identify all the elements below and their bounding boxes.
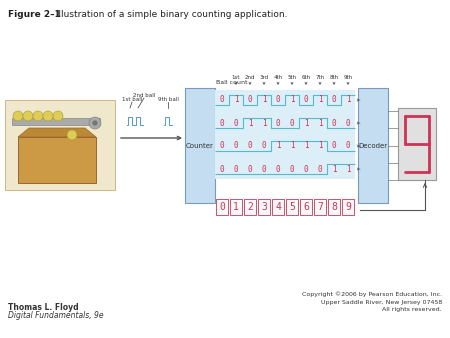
Text: 0: 0: [220, 165, 224, 173]
Text: Counter: Counter: [186, 143, 214, 148]
Text: 0: 0: [346, 119, 350, 127]
Text: Thomas L. Floyd: Thomas L. Floyd: [8, 303, 79, 312]
Text: 1: 1: [290, 142, 294, 150]
Text: 0: 0: [248, 142, 252, 150]
FancyBboxPatch shape: [244, 199, 256, 215]
Text: 9th ball: 9th ball: [158, 97, 179, 102]
FancyBboxPatch shape: [18, 137, 96, 183]
Text: 8: 8: [331, 202, 337, 212]
Text: 0: 0: [290, 165, 294, 173]
Text: 6: 6: [303, 202, 309, 212]
Text: 0: 0: [276, 96, 280, 104]
Text: Figure 2–1: Figure 2–1: [8, 10, 61, 19]
Text: 0: 0: [219, 202, 225, 212]
Circle shape: [33, 111, 43, 121]
Text: 9: 9: [345, 202, 351, 212]
Text: 1: 1: [318, 142, 322, 150]
Text: 0: 0: [262, 142, 266, 150]
Text: 5: 5: [289, 202, 295, 212]
Text: 3: 3: [261, 202, 267, 212]
Text: 1: 1: [276, 142, 280, 150]
FancyBboxPatch shape: [398, 108, 436, 180]
Text: 0: 0: [290, 119, 294, 127]
Text: 4: 4: [275, 202, 281, 212]
Text: Digital Fundamentals, 9e: Digital Fundamentals, 9e: [8, 311, 104, 320]
Text: 1: 1: [318, 119, 322, 127]
Text: 0: 0: [304, 165, 308, 173]
Text: 0: 0: [220, 96, 224, 104]
FancyBboxPatch shape: [215, 90, 355, 179]
Text: 0: 0: [276, 119, 280, 127]
Text: 8th: 8th: [329, 75, 338, 80]
FancyBboxPatch shape: [358, 88, 388, 203]
Text: 0: 0: [304, 96, 308, 104]
Text: 0: 0: [276, 165, 280, 173]
Circle shape: [23, 111, 33, 121]
Text: 1: 1: [332, 165, 336, 173]
Text: 1: 1: [234, 96, 239, 104]
Text: Copyright ©2006 by Pearson Education, Inc.
Upper Saddle River, New Jersey 07458
: Copyright ©2006 by Pearson Education, In…: [302, 292, 442, 312]
Circle shape: [53, 111, 63, 121]
FancyBboxPatch shape: [185, 88, 215, 203]
Text: 0: 0: [234, 142, 239, 150]
Text: 0: 0: [248, 165, 252, 173]
Text: 4th: 4th: [274, 75, 283, 80]
Text: 1: 1: [262, 119, 266, 127]
Text: 1: 1: [346, 96, 350, 104]
Text: 5th: 5th: [288, 75, 297, 80]
FancyBboxPatch shape: [328, 199, 340, 215]
Text: 1st: 1st: [232, 75, 240, 80]
Circle shape: [89, 117, 101, 129]
Circle shape: [13, 111, 23, 121]
Text: 3rd: 3rd: [260, 75, 269, 80]
Text: 2nd: 2nd: [245, 75, 255, 80]
FancyBboxPatch shape: [230, 199, 242, 215]
Circle shape: [93, 121, 97, 125]
FancyBboxPatch shape: [342, 199, 354, 215]
Text: 1: 1: [262, 96, 266, 104]
Text: 0: 0: [220, 119, 224, 127]
Text: 0: 0: [332, 96, 336, 104]
Text: 7: 7: [317, 202, 323, 212]
Text: 1: 1: [346, 165, 350, 173]
Text: 9th: 9th: [343, 75, 352, 80]
Text: 0: 0: [220, 142, 224, 150]
FancyBboxPatch shape: [314, 199, 326, 215]
Text: 0: 0: [262, 165, 266, 173]
Text: 7th: 7th: [315, 75, 324, 80]
Text: 1st ball: 1st ball: [122, 97, 142, 102]
Text: 0: 0: [318, 165, 322, 173]
Text: 0: 0: [234, 119, 239, 127]
Text: 1: 1: [248, 119, 252, 127]
Text: Decoder: Decoder: [359, 143, 387, 148]
Text: Illustration of a simple binary counting application.: Illustration of a simple binary counting…: [50, 10, 288, 19]
FancyBboxPatch shape: [5, 100, 115, 190]
FancyBboxPatch shape: [272, 199, 284, 215]
Text: 1: 1: [304, 119, 308, 127]
FancyBboxPatch shape: [12, 118, 100, 125]
Text: Ball count: Ball count: [216, 79, 248, 84]
Text: 0: 0: [248, 96, 252, 104]
Text: 0: 0: [332, 119, 336, 127]
Text: 1: 1: [318, 96, 322, 104]
FancyBboxPatch shape: [286, 199, 298, 215]
Text: 2: 2: [247, 202, 253, 212]
Text: 2nd ball: 2nd ball: [133, 93, 155, 98]
Text: 0: 0: [332, 142, 336, 150]
Text: 0: 0: [346, 142, 350, 150]
FancyBboxPatch shape: [258, 199, 270, 215]
Text: 0: 0: [234, 165, 239, 173]
Text: 1: 1: [233, 202, 239, 212]
Text: 1: 1: [290, 96, 294, 104]
FancyBboxPatch shape: [300, 199, 312, 215]
Circle shape: [43, 111, 53, 121]
FancyBboxPatch shape: [216, 199, 228, 215]
Polygon shape: [18, 128, 96, 137]
Text: 1: 1: [304, 142, 308, 150]
Circle shape: [67, 130, 77, 140]
Text: 6th: 6th: [302, 75, 310, 80]
